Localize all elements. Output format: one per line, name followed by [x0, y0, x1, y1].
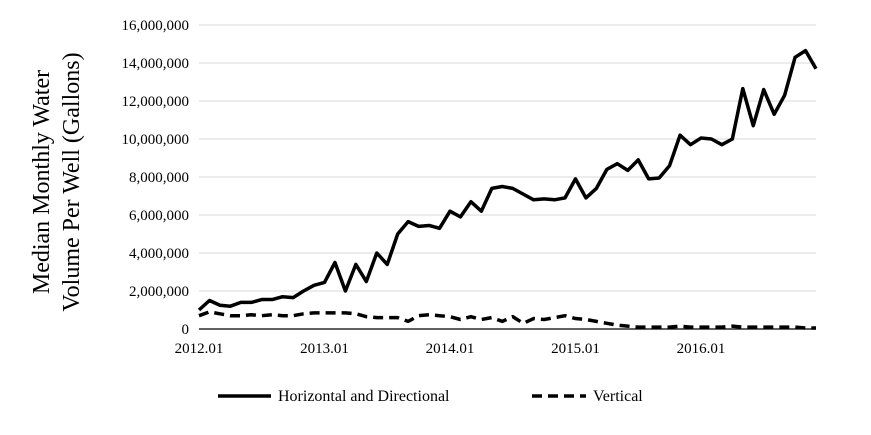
- y-axis-ticks: 0 2,000,000 4,000,000 6,000,000 8,000,000 10,…: [122, 18, 190, 338]
- x-tick-label: 2014.01: [426, 341, 475, 357]
- x-tick-label: 2013.01: [300, 341, 349, 357]
- y-tick-label: 6,000,000: [129, 208, 189, 224]
- legend: Horizontal and Directional Vertical: [218, 388, 643, 405]
- x-tick-label: 2016.01: [677, 341, 726, 357]
- y-tick-label: 0: [182, 322, 190, 338]
- y-axis-title-line-2: Volume Per Well (Gallons): [59, 52, 85, 311]
- series-line-vertical: [198, 310, 816, 330]
- y-tick-label: 8,000,000: [129, 170, 189, 186]
- legend-label-horizontal-and-directional: Horizontal and Directional: [278, 388, 450, 405]
- x-axis-ticks: 2012.01 2013.01 2014.01 2015.01 2016.01: [175, 341, 726, 357]
- x-tick-label: 2015.01: [551, 341, 600, 357]
- gridlines: [199, 24, 816, 292]
- y-tick-label: 12,000,000: [122, 94, 190, 110]
- y-tick-label: 16,000,000: [122, 18, 190, 34]
- y-tick-label: 10,000,000: [122, 132, 190, 148]
- y-tick-label: 4,000,000: [129, 246, 189, 262]
- y-axis-title-line-1: Median Monthly Water: [29, 70, 55, 294]
- x-tick-label: 2012.01: [175, 341, 224, 357]
- y-tick-label: 2,000,000: [129, 284, 189, 300]
- series-line-horizontal-and-directional: [197, 48, 818, 312]
- y-axis-title: Median Monthly Water Volume Per Well (Ga…: [29, 52, 85, 311]
- y-tick-label: 14,000,000: [122, 56, 190, 72]
- legend-label-vertical: Vertical: [593, 388, 643, 405]
- series-lines: [197, 48, 818, 330]
